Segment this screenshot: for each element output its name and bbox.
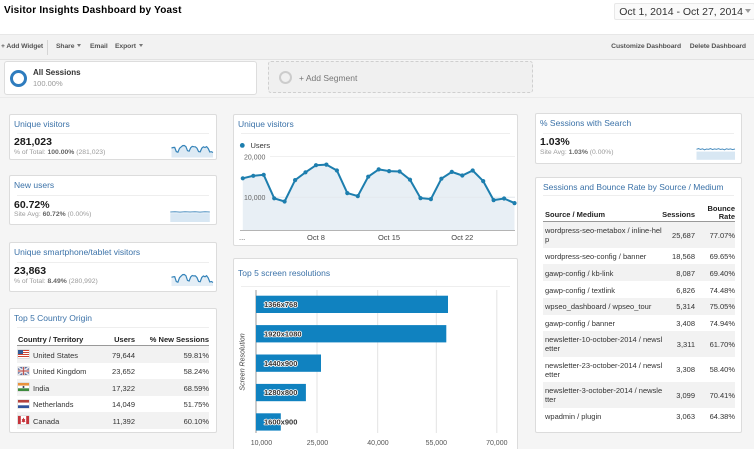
svg-text:Users: Users [251, 141, 271, 150]
svg-text:1920x1080: 1920x1080 [264, 329, 302, 338]
svg-text:40,000: 40,000 [367, 440, 389, 447]
svg-text:10,000: 10,000 [251, 440, 273, 447]
svg-text:Screen Resolution: Screen Resolution [240, 333, 247, 390]
svg-text:10,000: 10,000 [244, 195, 266, 202]
svg-text:55,000: 55,000 [426, 440, 448, 447]
svg-text:Oct 22: Oct 22 [451, 233, 473, 242]
svg-text:70,000: 70,000 [486, 440, 508, 447]
svg-text:1600x900: 1600x900 [264, 418, 297, 427]
svg-text:Oct 15: Oct 15 [378, 233, 400, 242]
svg-text:Oct 8: Oct 8 [307, 233, 325, 242]
svg-text:25,000: 25,000 [307, 440, 329, 447]
svg-text:1280x800: 1280x800 [264, 388, 297, 397]
svg-text:20,000: 20,000 [244, 155, 266, 162]
svg-text:...: ... [239, 233, 245, 242]
svg-text:1440x900: 1440x900 [264, 359, 297, 368]
svg-text:1366x768: 1366x768 [264, 300, 297, 309]
